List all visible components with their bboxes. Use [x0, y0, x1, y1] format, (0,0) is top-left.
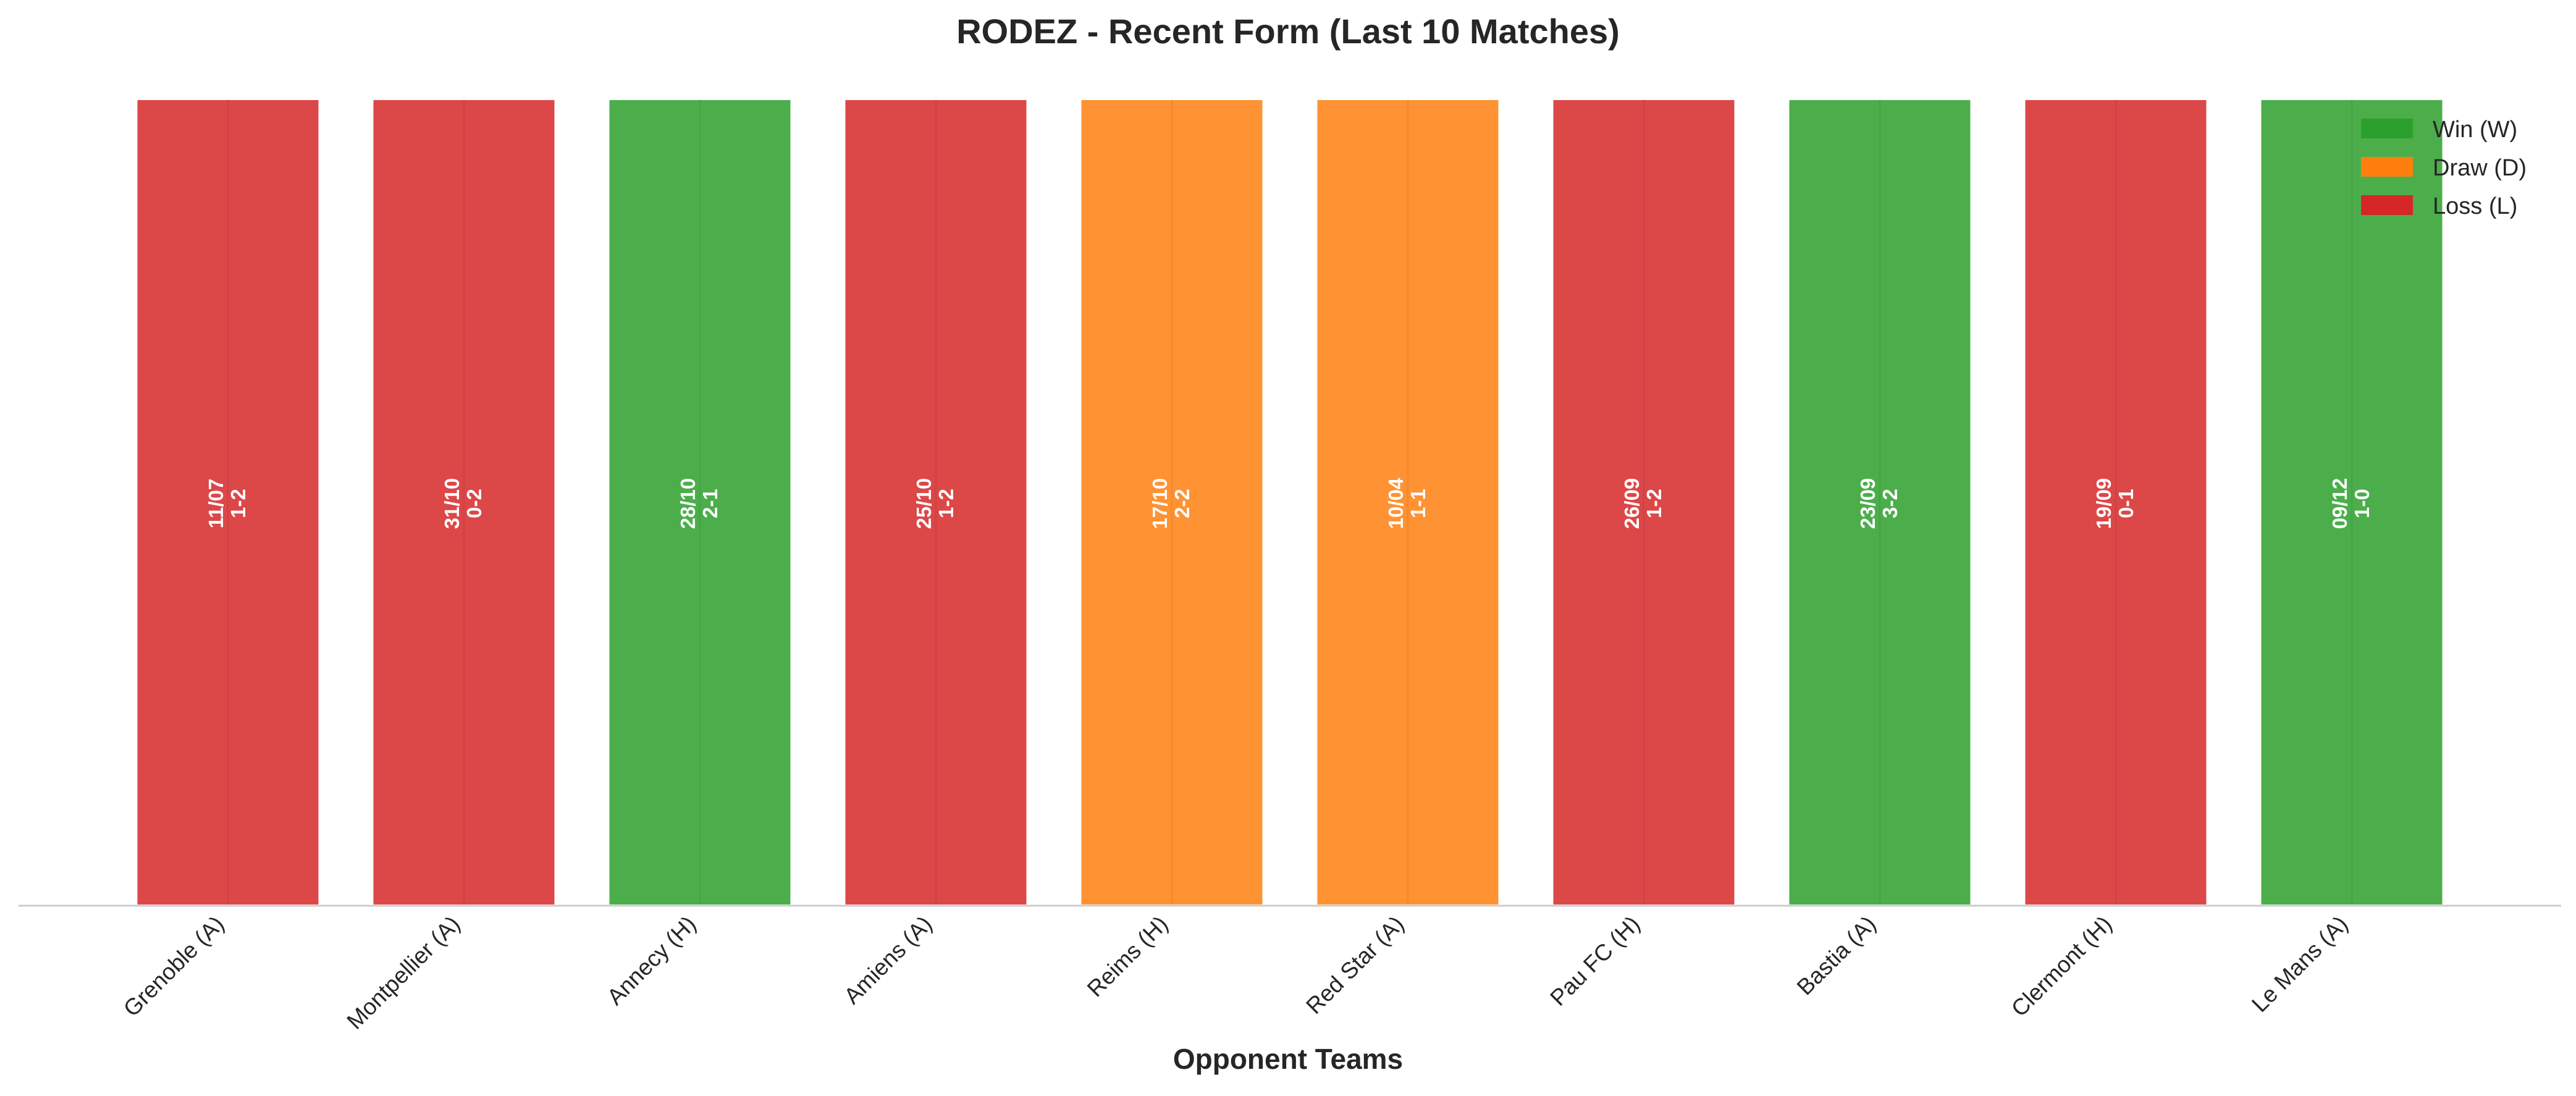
match-date: 25/10 — [912, 478, 935, 529]
match-score: 1-2 — [935, 489, 958, 518]
match-date: 11/07 — [204, 479, 227, 529]
x-tick-label: Amiens (A) — [839, 911, 937, 1009]
x-tick-label: Annecy (H) — [602, 911, 701, 1010]
bar-annotation: 09/121-0 — [2328, 478, 2373, 529]
match-score: 1-2 — [227, 489, 250, 518]
x-tick-label: Pau FC (H) — [1545, 911, 1644, 1011]
match-date: 19/09 — [2092, 478, 2115, 529]
x-tick-label: Grenoble (A) — [119, 911, 229, 1022]
bar-annotation: 10/041-1 — [1384, 478, 1429, 529]
bar-10 — [2258, 98, 2445, 907]
match-date: 10/04 — [1384, 478, 1407, 529]
match-date: 28/10 — [676, 478, 699, 529]
bar-6 — [1315, 98, 1501, 907]
bar-5 — [1079, 98, 1265, 907]
bar-annotation: 19/090-1 — [2092, 478, 2137, 529]
match-score: 1-1 — [1407, 489, 1429, 518]
x-tick-label: Red Star (A) — [1301, 911, 1408, 1019]
x-tick-label: Le Mans (A) — [2247, 911, 2352, 1017]
bar-annotation: 25/101-2 — [912, 478, 958, 529]
legend-label-d: Draw (D) — [2433, 155, 2527, 181]
x-tick-label: Clermont (H) — [2006, 911, 2117, 1022]
match-score: 1-2 — [1643, 489, 1665, 518]
legend-swatch-w — [2361, 119, 2413, 138]
match-score: 1-0 — [2351, 489, 2373, 518]
match-date: 17/10 — [1148, 478, 1171, 529]
match-score: 0-1 — [2115, 489, 2137, 518]
x-tick-label: Bastia (A) — [1792, 911, 1881, 1000]
match-score: 3-2 — [1879, 489, 1901, 518]
bar-annotation: 28/102-1 — [676, 478, 722, 529]
bar-annotation: 23/093-2 — [1856, 478, 1901, 529]
match-score: 2-1 — [699, 489, 722, 518]
bar-7 — [1551, 98, 1737, 907]
chart-title: RODEZ - Recent Form (Last 10 Matches) — [956, 12, 1620, 51]
legend-label-w: Win (W) — [2433, 117, 2517, 143]
bar-4 — [843, 98, 1029, 907]
legend-swatch-d — [2361, 157, 2413, 177]
x-tick-label: Montpellier (A) — [342, 911, 465, 1034]
bar-2 — [371, 98, 557, 907]
bar-annotation: 17/102-2 — [1148, 478, 1193, 529]
match-date: 26/09 — [1620, 478, 1643, 529]
bar-annotation: 31/100-2 — [440, 478, 486, 529]
legend-swatch-l — [2361, 195, 2413, 215]
match-date: 23/09 — [1856, 478, 1879, 529]
match-score: 2-2 — [1171, 489, 1193, 518]
bar-annotation: 11/071-2 — [204, 479, 250, 529]
bar-annotation: 26/091-2 — [1620, 478, 1665, 529]
bars-layer: 11/071-2 31/100-2 28/102-1 25/101-2 17/102-2… — [135, 98, 2445, 907]
match-date: 09/12 — [2328, 478, 2351, 529]
bar-3 — [607, 98, 793, 907]
legend-label-l: Loss (L) — [2433, 193, 2517, 219]
match-date: 31/10 — [440, 478, 463, 529]
bar-1 — [135, 98, 321, 907]
legend: Win (W) Draw (D) Loss (L) — [2361, 117, 2527, 219]
match-score: 0-2 — [463, 489, 486, 518]
x-axis-label: Opponent Teams — [1173, 1043, 1403, 1075]
x-tick-label: Reims (H) — [1082, 911, 1173, 1002]
x-tick-labels: Grenoble (A) Montpellier (A) Annecy (H) Ami… — [119, 911, 2353, 1034]
